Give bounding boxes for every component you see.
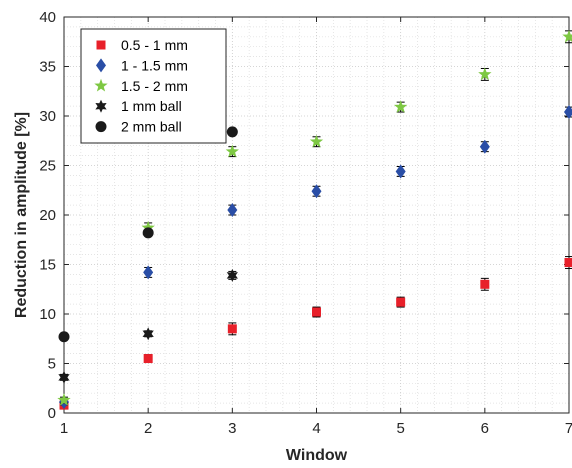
- data-point: [227, 324, 237, 334]
- data-point: [226, 126, 238, 138]
- legend-item: 1 mm ball: [95, 98, 182, 114]
- data-point: [58, 370, 70, 384]
- data-markers: [57, 29, 572, 410]
- data-point: [395, 164, 406, 179]
- legend-marker: [96, 40, 106, 50]
- legend: 0.5 - 1 mm 1 - 1.5 mm 1.5 - 2 mm 1 mm ball 2…: [80, 28, 227, 144]
- data-point: [226, 268, 238, 282]
- data-point: [480, 279, 490, 289]
- legend-marker: [95, 121, 107, 133]
- data-point: [143, 354, 153, 364]
- legend-item: 1.5 - 2 mm: [94, 78, 188, 94]
- data-point: [394, 100, 408, 113]
- y-tick-label: 25: [39, 158, 56, 175]
- data-point: [564, 105, 572, 120]
- legend-item: 2 mm ball: [95, 119, 182, 135]
- x-tick-label: 2: [144, 420, 152, 437]
- y-tick-label: 40: [39, 9, 56, 26]
- data-point: [57, 393, 71, 406]
- data-point: [312, 307, 321, 317]
- data-point: [562, 29, 572, 43]
- data-point: [143, 265, 154, 280]
- data-point: [311, 184, 322, 199]
- legend-label: 0.5 - 1 mm: [121, 37, 188, 53]
- x-tick-label: 7: [565, 420, 572, 437]
- legend-item: 1 - 1.5 mm: [96, 57, 188, 73]
- legend-marker: [96, 58, 106, 73]
- legend-label: 2 mm ball: [121, 119, 182, 135]
- data-point: [225, 144, 239, 158]
- legend-items: 0.5 - 1 mm 1 - 1.5 mm 1.5 - 2 mm 1 mm ball 2…: [94, 37, 188, 135]
- data-point: [58, 331, 70, 343]
- x-tick-label: 4: [312, 420, 320, 437]
- legend-label: 1 mm ball: [121, 98, 182, 114]
- x-tick-label: 6: [481, 420, 489, 437]
- data-point: [309, 134, 324, 148]
- legend-marker: [95, 99, 107, 113]
- legend-marker: [94, 78, 108, 92]
- y-tick-label: 30: [39, 108, 56, 125]
- data-point: [142, 227, 154, 239]
- data-point: [227, 203, 238, 218]
- axis-ticks: [63, 16, 570, 414]
- y-axis-title: Reduction in amplitude [%]: [13, 112, 30, 318]
- legend-label: 1 - 1.5 mm: [121, 57, 188, 73]
- y-tick-label: 0: [48, 405, 56, 422]
- data-point: [141, 220, 155, 234]
- y-tick-label: 10: [39, 306, 56, 323]
- data-point: [478, 67, 492, 81]
- y-tick-labels: 0 5 10 15 20 25 30 35 40: [39, 9, 56, 422]
- x-tick-label: 5: [396, 420, 404, 437]
- y-tick-label: 5: [48, 356, 56, 373]
- data-point: [564, 258, 572, 268]
- y-tick-label: 20: [39, 207, 56, 224]
- y-tick-label: 35: [39, 59, 56, 76]
- y-tick-label: 15: [39, 257, 56, 274]
- x-tick-labels: 1 2 3 4 5 6 7: [60, 420, 572, 437]
- data-point: [396, 297, 406, 307]
- legend-item: 0.5 - 1 mm: [96, 37, 188, 53]
- x-tick-label: 1: [60, 420, 68, 437]
- x-axis-title: Window: [286, 447, 348, 464]
- x-tick-label: 3: [228, 420, 236, 437]
- data-point: [479, 139, 490, 154]
- legend-label: 1.5 - 2 mm: [121, 78, 188, 94]
- data-point: [142, 327, 154, 341]
